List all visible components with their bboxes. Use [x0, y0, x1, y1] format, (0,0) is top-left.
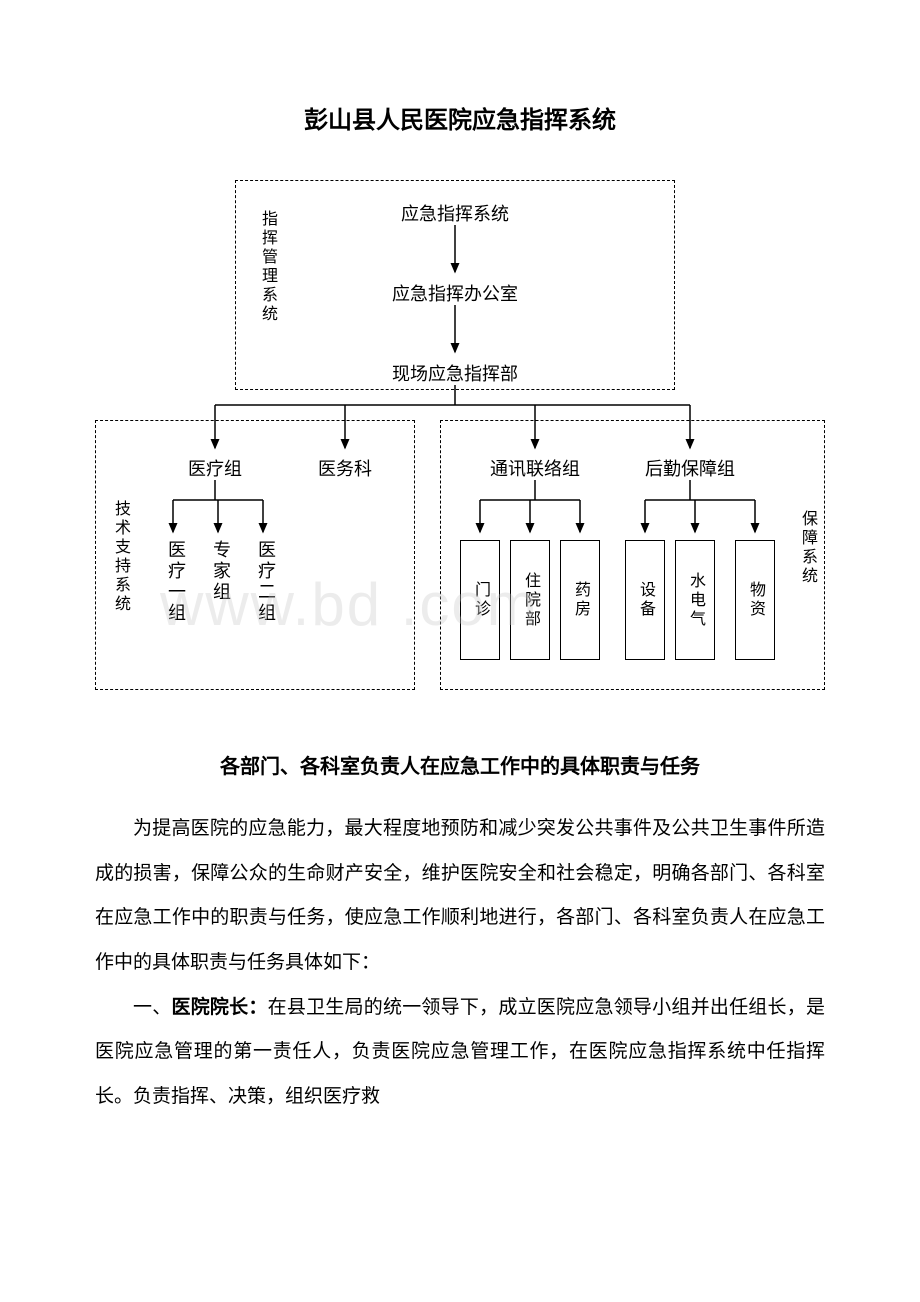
left-l2-b: 专家组: [208, 540, 234, 603]
node-n3: 现场应急指挥部: [365, 360, 545, 386]
left-l2-a: 医疗一组: [163, 540, 189, 624]
left-box-label: 技术支持系统: [108, 500, 132, 614]
box-yaofang: 药房: [560, 540, 600, 660]
page-title: 彭山县人民医院应急指挥系统: [95, 100, 825, 135]
box-shuidian: 水电气: [675, 540, 715, 660]
top-side-label: 指挥管理系统: [255, 210, 279, 324]
right-l1-a: 通讯联络组: [480, 455, 590, 481]
diagram-container: 指挥管理系统 应急指挥系统 应急指挥办公室 现场应急指挥部 技术支持系统 医疗组…: [95, 180, 825, 710]
para1: 为提高医院的应急能力，最大程度地预防和减少突发公共事件及公共卫生事件所造成的损害…: [95, 807, 825, 986]
right-box-label: 保障系统: [795, 510, 819, 586]
box-shebei: 设备: [625, 540, 665, 660]
node-n2: 应急指挥办公室: [365, 280, 545, 306]
left-l2-c: 医疗二组: [253, 540, 279, 624]
right-l1-b: 后勤保障组: [635, 455, 745, 481]
body-text: 为提高医院的应急能力，最大程度地预防和减少突发公共事件及公共卫生事件所造成的损害…: [95, 807, 825, 1119]
box-menzhen: 门诊: [460, 540, 500, 660]
left-l1-a: 医疗组: [175, 455, 255, 481]
para2: 一、医院院长：在县卫生局的统一领导下，成立医院应急领导小组并出任组长，是医院应急…: [95, 986, 825, 1120]
subtitle: 各部门、各科室负责人在应急工作中的具体职责与任务: [95, 750, 825, 779]
box-zhuyuan: 住院部: [510, 540, 550, 660]
node-n1: 应急指挥系统: [375, 200, 535, 226]
left-l1-b: 医务科: [305, 455, 385, 481]
box-wuzi: 物资: [735, 540, 775, 660]
